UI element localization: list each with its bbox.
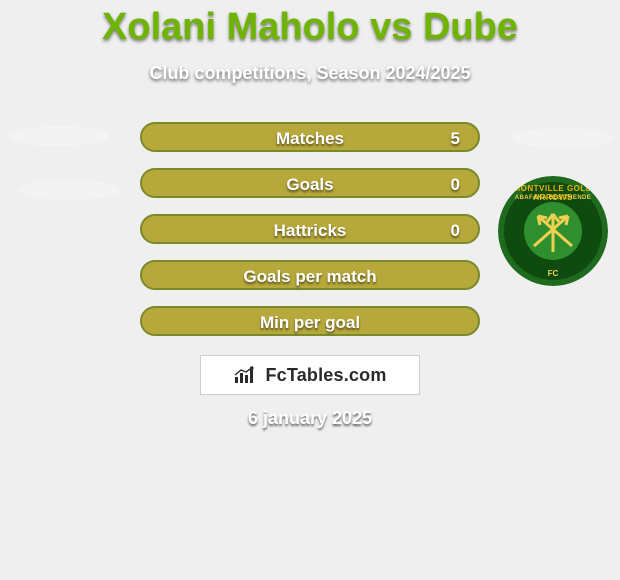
stat-label: Goals [142, 170, 478, 196]
subtitle: Club competitions, Season 2024/2025 [0, 63, 620, 84]
stat-label: Min per goal [142, 308, 478, 334]
club-badge: LAMONTVILLE GOLDEN ARROWS ABAFANA BES'TH… [498, 176, 608, 286]
stat-bar-min-per-goal: Min per goal [140, 306, 480, 336]
arrows-icon [528, 206, 578, 256]
comparison-title: Xolani Maholo vs Dube [0, 0, 620, 49]
badge-text-line3: ABAFANA BES'THENDE [498, 195, 608, 201]
stat-bar-hattricks: Hattricks 0 [140, 214, 480, 244]
generated-date: 6 january 2025 [0, 408, 620, 429]
stat-bar-goals-per-match: Goals per match [140, 260, 480, 290]
stat-bars: Matches 5 Goals 0 Hattricks 0 Goals per … [140, 122, 480, 352]
stat-label: Goals per match [142, 262, 478, 288]
player2-avatar-placeholder [512, 128, 612, 148]
stat-label: Hattricks [142, 216, 478, 242]
stat-value: 5 [451, 124, 460, 150]
brand-attribution: FcTables.com [200, 355, 420, 395]
stat-value: 0 [451, 170, 460, 196]
stat-bar-goals: Goals 0 [140, 168, 480, 198]
stat-value: 0 [451, 216, 460, 242]
player1-avatar-placeholder-1 [8, 126, 108, 146]
player1-avatar-placeholder-2 [20, 180, 120, 200]
stat-label: Matches [142, 124, 478, 150]
stat-bar-matches: Matches 5 [140, 122, 480, 152]
brand-text: FcTables.com [265, 365, 386, 386]
bar-chart-icon [233, 365, 259, 385]
badge-fc-text: FC [498, 269, 608, 278]
